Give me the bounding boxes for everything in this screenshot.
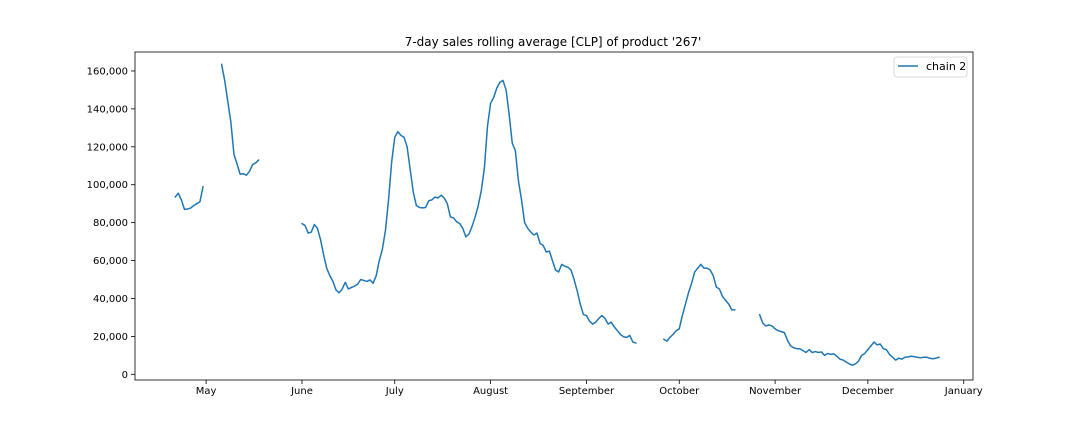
y-axis: 0 20,000 40,000 60,000 80,000 100,000 120,000 1… [87,66,135,381]
y-tick-label: 140,000 [87,104,128,115]
y-tick-label: 80,000 [93,218,128,229]
y-tick-label: 60,000 [93,256,128,267]
plot-lines [174,63,940,366]
x-tick-label: September [559,386,615,397]
y-tick-label: 20,000 [93,332,128,343]
series-line [174,185,204,211]
plot-frame [134,51,974,381]
y-tick-label: 0 [122,370,128,381]
y-tick-label: 100,000 [87,180,128,191]
legend-box [893,56,968,78]
series-line [220,63,260,176]
x-tick-label: May [196,386,217,397]
x-tick-label: November [749,386,802,397]
x-tick-label: July [385,386,404,397]
series-line [663,263,736,342]
x-tick-label: June [290,386,313,397]
y-tick-label: 160,000 [87,66,128,77]
chart-title: 7-day sales rolling average [CLP] of pro… [405,35,702,49]
legend: chain 2 [893,56,968,78]
x-tick-label: October [659,386,700,397]
x-tick-label: January [944,386,983,397]
y-tick-label: 120,000 [87,142,128,153]
x-tick-label: August [473,386,508,397]
x-axis: May June July August September October Novembe… [196,380,983,397]
legend-label: chain 2 [926,60,966,73]
x-tick-label: December [842,386,895,397]
series-line [301,79,637,344]
y-tick-label: 40,000 [93,294,128,305]
series-line [758,313,940,366]
